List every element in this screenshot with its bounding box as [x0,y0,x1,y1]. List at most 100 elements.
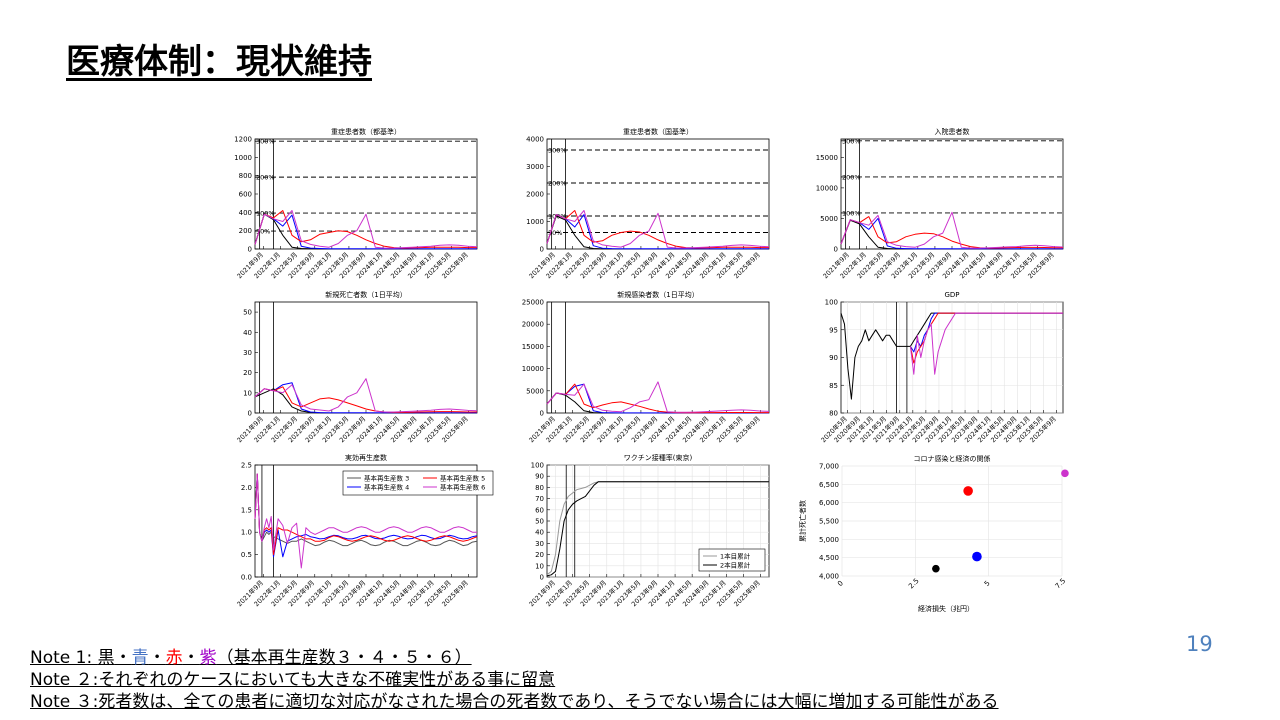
x-tick-label: 0 [836,579,845,588]
chart-hospitalized-patients: 入院患者数 0 5000 10000 15000 2021年9月 2022年1月 2022年5… [816,124,1076,286]
y-tick-label: 10000 [522,365,544,373]
note-1-sep: ・ [114,648,132,668]
chart-new-infections: 新規感染者数（1日平均） 0 5000 10000 15000 20000 25000 202… [522,289,782,451]
series-line-red [840,216,1063,249]
series-line-black [546,481,769,577]
y-tick-label: 0 [540,246,544,254]
series-line-purple [254,210,478,249]
chart-svg-vaccination: ワクチン接種率(東京)01020304050607080901002021年9月… [527,453,770,608]
page-number: 19 [1186,632,1213,656]
chart-severe-patients-national: 重症患者数（国基準） 0 1000 2000 3000 4000 2021年9月 2022年1… [522,124,782,286]
plot-frame [546,138,770,250]
y-tick-label: 800 [239,172,252,180]
capacity-label: 50% [256,228,270,236]
plot-frame [840,138,1064,250]
chart-svg-relation: コロナ感染と経済の関係 4,000 4,500 5,000 5,500 6,000 6,50… [798,454,1069,613]
y-tick-label: 10 [243,389,252,397]
y-tick-label: 20 [535,551,544,559]
series-line-red [546,383,769,414]
y-tick-label: 40 [535,529,544,537]
chart-title: 重症患者数（都基準） [331,127,401,136]
y-tick-label: 6,500 [819,481,839,489]
plot-frame [546,301,770,414]
chart-svg-reproduction: 実効再生産数0.00.51.01.52.02.52021年9月2022年1月20… [235,453,494,608]
note-2: Note ２:それぞれのケースにおいても大きな不確実性がある事に留意 [30,670,556,690]
chart-svg-severe_national: 重症患者数（国基準）010002000300040002021年9月2022年1… [526,127,770,280]
page-title: 医療体制：現状維持 [66,42,372,82]
x-tick-label: 5 [983,579,992,588]
y-tick-label: 20000 [522,321,544,329]
series-line-blue [546,214,769,250]
note-1-blue: 青 [131,648,149,668]
chart-title: 実効再生産数 [345,453,387,462]
y-tick-label: 0 [540,410,544,418]
y-tick-label: 3000 [526,163,544,171]
y-tick-label: 200 [239,227,252,235]
chart-new-deaths: 新規死亡者数（1日平均） 0 10 20 30 40 50 2021年9月 2022年1月 202… [230,289,490,451]
y-tick-label: 70 [535,495,544,503]
y-tick-label: 6,000 [819,499,839,507]
y-tick-label: 0.5 [241,551,252,559]
chart-svg-gdp: GDP808590951002020年5月2020年9月2021年1月2021年… [819,291,1064,444]
y-tick-label: 20 [243,369,252,377]
data-point-black [932,564,940,573]
capacity-label: 300% [256,138,275,146]
y-tick-label: 1.0 [241,529,252,537]
chart-title: 重症患者数（国基準） [623,127,693,136]
series-line-blue [254,382,477,414]
chart-svg-deaths: 新規死亡者数（1日平均）010203040502021年9月2022年1月202… [235,290,478,444]
series-line-purple [254,473,477,569]
y-tick-label: 5,500 [819,518,839,526]
series-line-purple [909,312,1063,375]
data-point-blue [972,551,982,562]
y-tick-label: 40 [243,329,252,337]
y-tick-label: 15000 [522,343,544,351]
y-tick-label: 0 [540,574,544,582]
legend-label: 基本再生産数 6 [440,483,485,492]
chart-svg-infections: 新規感染者数（1日平均）0500010000150002000025000202… [522,290,770,444]
data-point-purple [1061,469,1069,478]
capacity-label: 50% [548,229,562,237]
capacity-label: 300% [548,147,567,155]
series-line-red [254,210,477,249]
series-line-blue [254,213,477,250]
y-tick-label: 5000 [526,387,544,395]
y-tick-label: 100 [531,462,544,470]
y-tick-label: 90 [829,354,838,362]
y-tick-label: 80 [535,484,544,492]
y-tick-label: 15000 [816,154,838,162]
y-tick-label: 600 [239,191,252,199]
note-1: Note 1: 黒・青・赤・紫（基本再生産数３・４・５・６） [30,647,999,669]
y-tick-label: 1.5 [241,506,252,514]
notes: Note 1: 黒・青・赤・紫（基本再生産数３・４・５・６） Note ２:それ… [30,647,999,713]
chart-infection-economy-relation: コロナ感染と経済の関係 4,000 4,500 5,000 5,500 6,000 6,50… [784,452,1084,614]
plot-frame [254,301,478,414]
note-1-prefix: Note 1: [30,648,98,668]
y-tick-label: 0 [834,246,838,254]
y-tick-label: 0 [248,246,252,254]
y-tick-label: 4000 [526,136,544,144]
legend-label: 基本再生産数 5 [440,474,485,483]
y-tick-label: 4,000 [819,573,839,581]
y-tick-label: 2.0 [241,484,252,492]
y-tick-label: 7,000 [819,463,839,471]
y-tick-label: 85 [829,382,838,390]
y-tick-label: 25000 [522,299,544,307]
series-line-red [254,386,477,413]
note-1-purple: 紫 [199,648,217,668]
chart-reproduction-number: 実効再生産数 0.0 0.5 1.0 1.5 2.0 2.5 2021年9月 2022年1月 20… [230,452,494,614]
chart-title: GDP [944,291,959,299]
chart-title: ワクチン接種率(東京) [624,453,693,462]
y-tick-label: 1000 [526,218,544,226]
y-tick-label: 4,500 [819,554,839,562]
data-point-red [963,486,973,496]
chart-svg-hospitalized: 入院患者数0500010000150002021年9月2022年1月2022年5… [816,127,1064,280]
y-axis-label: 累計死亡者数 [798,500,807,542]
chart-title: 新規感染者数（1日平均） [617,290,698,299]
legend-box [342,470,494,496]
y-tick-label: 1200 [234,136,252,144]
y-tick-label: 2.5 [241,462,252,470]
y-tick-label: 95 [829,326,838,334]
chart-title: コロナ感染と経済の関係 [914,454,991,463]
legend-label: 基本再生産数 4 [364,483,409,492]
